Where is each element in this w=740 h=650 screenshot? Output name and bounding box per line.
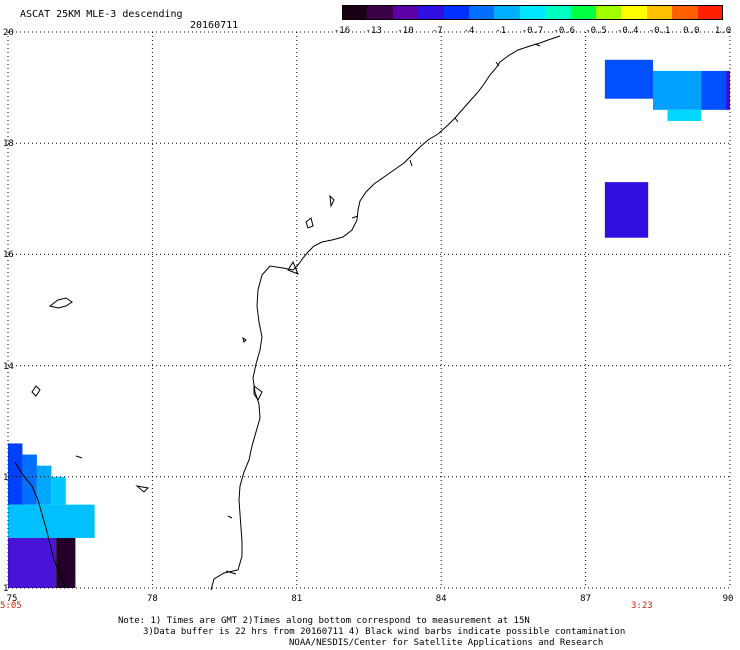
inland-lake-6 bbox=[227, 515, 233, 519]
colorbar-swatch bbox=[443, 5, 470, 20]
colorbar-swatch bbox=[469, 5, 495, 20]
wind-cell-southwest bbox=[36, 465, 52, 505]
colorbar-swatch bbox=[570, 5, 597, 20]
wind-cell-northeast bbox=[604, 59, 653, 99]
colorbar-label: 0.0 bbox=[683, 26, 700, 36]
colorbar-swatch bbox=[392, 5, 419, 20]
india-east-coast bbox=[210, 35, 561, 591]
western-lake-3 bbox=[135, 485, 150, 493]
wind-cell-southwest bbox=[56, 537, 76, 588]
colorbar-swatch bbox=[494, 5, 521, 20]
latitude-tick-label: 14 bbox=[3, 361, 14, 372]
note-line-2: 3)Data buffer is 22 hrs from 20160711 4)… bbox=[143, 627, 626, 637]
colorbar-swatch bbox=[596, 5, 622, 20]
longitude-tick-label: 87 bbox=[580, 594, 592, 604]
wind-cell-southwest bbox=[22, 454, 37, 505]
wind-cell-northeast bbox=[652, 70, 702, 110]
wind-cell-southwest bbox=[51, 476, 66, 505]
colorbar-swatch bbox=[367, 5, 394, 20]
inland-lake-4 bbox=[242, 336, 247, 343]
colorbar-swatch bbox=[621, 5, 648, 20]
map-date: 20160711 bbox=[190, 20, 239, 31]
wind-cell-southwest bbox=[8, 504, 95, 538]
western-reservoir bbox=[48, 297, 73, 309]
note-line-1: Note: 1) Times are GMT 2)Times along bot… bbox=[118, 616, 530, 626]
coastline bbox=[14, 35, 561, 591]
colorbar-label: -4 bbox=[463, 26, 475, 36]
colorbar-swatch bbox=[646, 5, 673, 20]
wind-swath-layer bbox=[8, 59, 730, 588]
coast-spur-3 bbox=[495, 61, 500, 67]
colorbar-frame bbox=[342, 5, 723, 20]
godavari-delta bbox=[287, 260, 299, 275]
longitude-tick-label: 75 bbox=[6, 594, 18, 604]
inland-lake-2 bbox=[329, 194, 335, 208]
tamil-nadu-coast bbox=[14, 461, 67, 589]
latitude-tick-label: 20 bbox=[3, 28, 14, 38]
coast-spur-2 bbox=[454, 117, 459, 123]
colorbar-label: -0.4 bbox=[616, 26, 639, 36]
latitude-tick-label: 18 bbox=[3, 139, 14, 150]
coast-spur-1 bbox=[409, 159, 413, 167]
wind-cell-northeast bbox=[701, 70, 726, 110]
latitude-tick-label: 1 bbox=[3, 472, 9, 483]
end-time-label: 3:23 bbox=[631, 601, 653, 611]
colorbar-swatch bbox=[519, 5, 546, 20]
colorbar-swatch bbox=[342, 5, 368, 20]
start-time-label: 5:05 bbox=[0, 601, 22, 611]
colorbar-label: -0.5 bbox=[585, 26, 607, 36]
grid-lines bbox=[7, 31, 731, 589]
longitude-tick-label: 84 bbox=[435, 594, 447, 604]
colorbar-label: -7 bbox=[431, 26, 443, 36]
wind-cell-southwest bbox=[8, 537, 57, 588]
latitude-tick-label: 1 bbox=[3, 584, 9, 594]
colorbar-label: -1 bbox=[495, 26, 507, 36]
longitude-tick-label: 90 bbox=[722, 594, 734, 604]
colorbar-label: 1.0 bbox=[714, 26, 732, 36]
colorbar-label: -13 bbox=[365, 26, 382, 36]
inland-lake-5 bbox=[253, 385, 263, 401]
western-lake-1 bbox=[31, 385, 41, 397]
wind-cell-northeast bbox=[604, 182, 649, 238]
inland-lake-1 bbox=[305, 217, 314, 229]
colorbar-label: -0.7 bbox=[521, 26, 544, 36]
wind-cell-northeast bbox=[667, 109, 702, 121]
latitude-tick-label: 16 bbox=[3, 250, 14, 261]
wind-cell-northeast bbox=[725, 70, 730, 110]
colorbar-label: -0.1 bbox=[648, 26, 671, 36]
colorbar-swatch bbox=[697, 5, 724, 20]
wind-cell-southwest bbox=[8, 443, 23, 505]
map-title: ASCAT 25KM MLE-3 descending bbox=[20, 9, 183, 20]
colorbar-label: -0.6 bbox=[553, 26, 576, 36]
colorbar-swatch bbox=[418, 5, 445, 20]
western-lake-2 bbox=[75, 455, 83, 459]
note-line-3: NOAA/NESDIS/Center for Satellite Applica… bbox=[289, 638, 604, 648]
longitude-tick-label: 78 bbox=[146, 594, 158, 604]
longitude-tick-label: 81 bbox=[291, 594, 303, 604]
colorbar-label: -10 bbox=[397, 26, 414, 36]
colorbar-swatch bbox=[672, 5, 699, 20]
inland-lake-3 bbox=[351, 215, 359, 219]
inland-lake-7 bbox=[225, 570, 237, 575]
colorbar-label: -16 bbox=[333, 26, 351, 36]
coast-spur-4 bbox=[534, 43, 541, 47]
colorbar-swatch bbox=[545, 5, 572, 20]
